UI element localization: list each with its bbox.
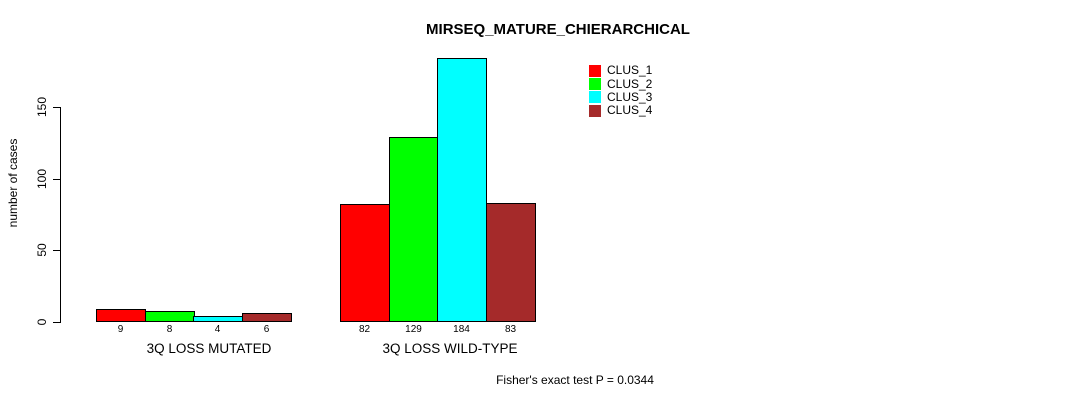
legend-label: CLUS_3 xyxy=(607,89,653,104)
legend-label: CLUS_4 xyxy=(607,103,653,118)
bar-value-label: 83 xyxy=(504,324,517,335)
legend: CLUS_1 CLUS_2 CLUS_3 CLUS_4 xyxy=(589,64,652,118)
legend-swatch-clus_2 xyxy=(589,78,601,91)
bar-clus_4-group2 xyxy=(486,203,536,322)
bar-value-label: 129 xyxy=(405,324,422,335)
bar-clus_1-group1 xyxy=(96,309,146,322)
bar-clus_3-group1 xyxy=(193,316,243,322)
stat-annotation: Fisher's exact test P = 0.0344 xyxy=(496,373,654,387)
bar-value-label: 82 xyxy=(358,324,371,335)
bar-clus_3-group2 xyxy=(437,58,487,322)
bar-clus_1-group2 xyxy=(340,204,390,322)
bar-value-label: 184 xyxy=(453,324,470,335)
y-axis-tick xyxy=(53,179,60,180)
legend-label: CLUS_1 xyxy=(607,63,653,78)
legend-item: CLUS_4 xyxy=(589,104,652,117)
legend-item: CLUS_1 xyxy=(589,64,652,77)
y-axis-tick-label: 0 xyxy=(35,318,49,326)
legend-swatch-clus_3 xyxy=(589,91,601,104)
legend-swatch-clus_1 xyxy=(589,64,601,77)
bar-value-label: 6 xyxy=(263,324,270,335)
legend-swatch-clus_4 xyxy=(589,104,601,117)
y-axis-tick-label: 100 xyxy=(35,168,49,190)
x-category-label: 3Q LOSS MUTATED xyxy=(146,341,272,356)
legend-item: CLUS_3 xyxy=(589,89,653,104)
bar-clus_2-group1 xyxy=(145,311,195,322)
bar-value-label: 9 xyxy=(117,324,124,335)
legend-item: CLUS_2 xyxy=(589,76,653,91)
y-axis-tick xyxy=(53,250,60,251)
chart-title: MIRSEQ_MATURE_CHIERARCHICAL xyxy=(426,21,690,38)
legend-label: CLUS_2 xyxy=(607,76,653,91)
y-axis-tick-label: 150 xyxy=(35,96,49,118)
y-axis-line xyxy=(60,107,61,323)
y-axis-label: number of cases xyxy=(6,138,20,228)
x-category-label: 3Q LOSS WILD-TYPE xyxy=(382,341,518,356)
bar-clus_4-group1 xyxy=(242,313,292,322)
y-axis-tick xyxy=(53,107,60,108)
bar-clus_2-group2 xyxy=(389,137,439,322)
bar-value-label: 8 xyxy=(166,324,173,335)
y-axis-tick-label: 50 xyxy=(35,243,49,257)
y-axis-tick xyxy=(53,322,60,323)
bar-value-label: 4 xyxy=(214,324,221,335)
